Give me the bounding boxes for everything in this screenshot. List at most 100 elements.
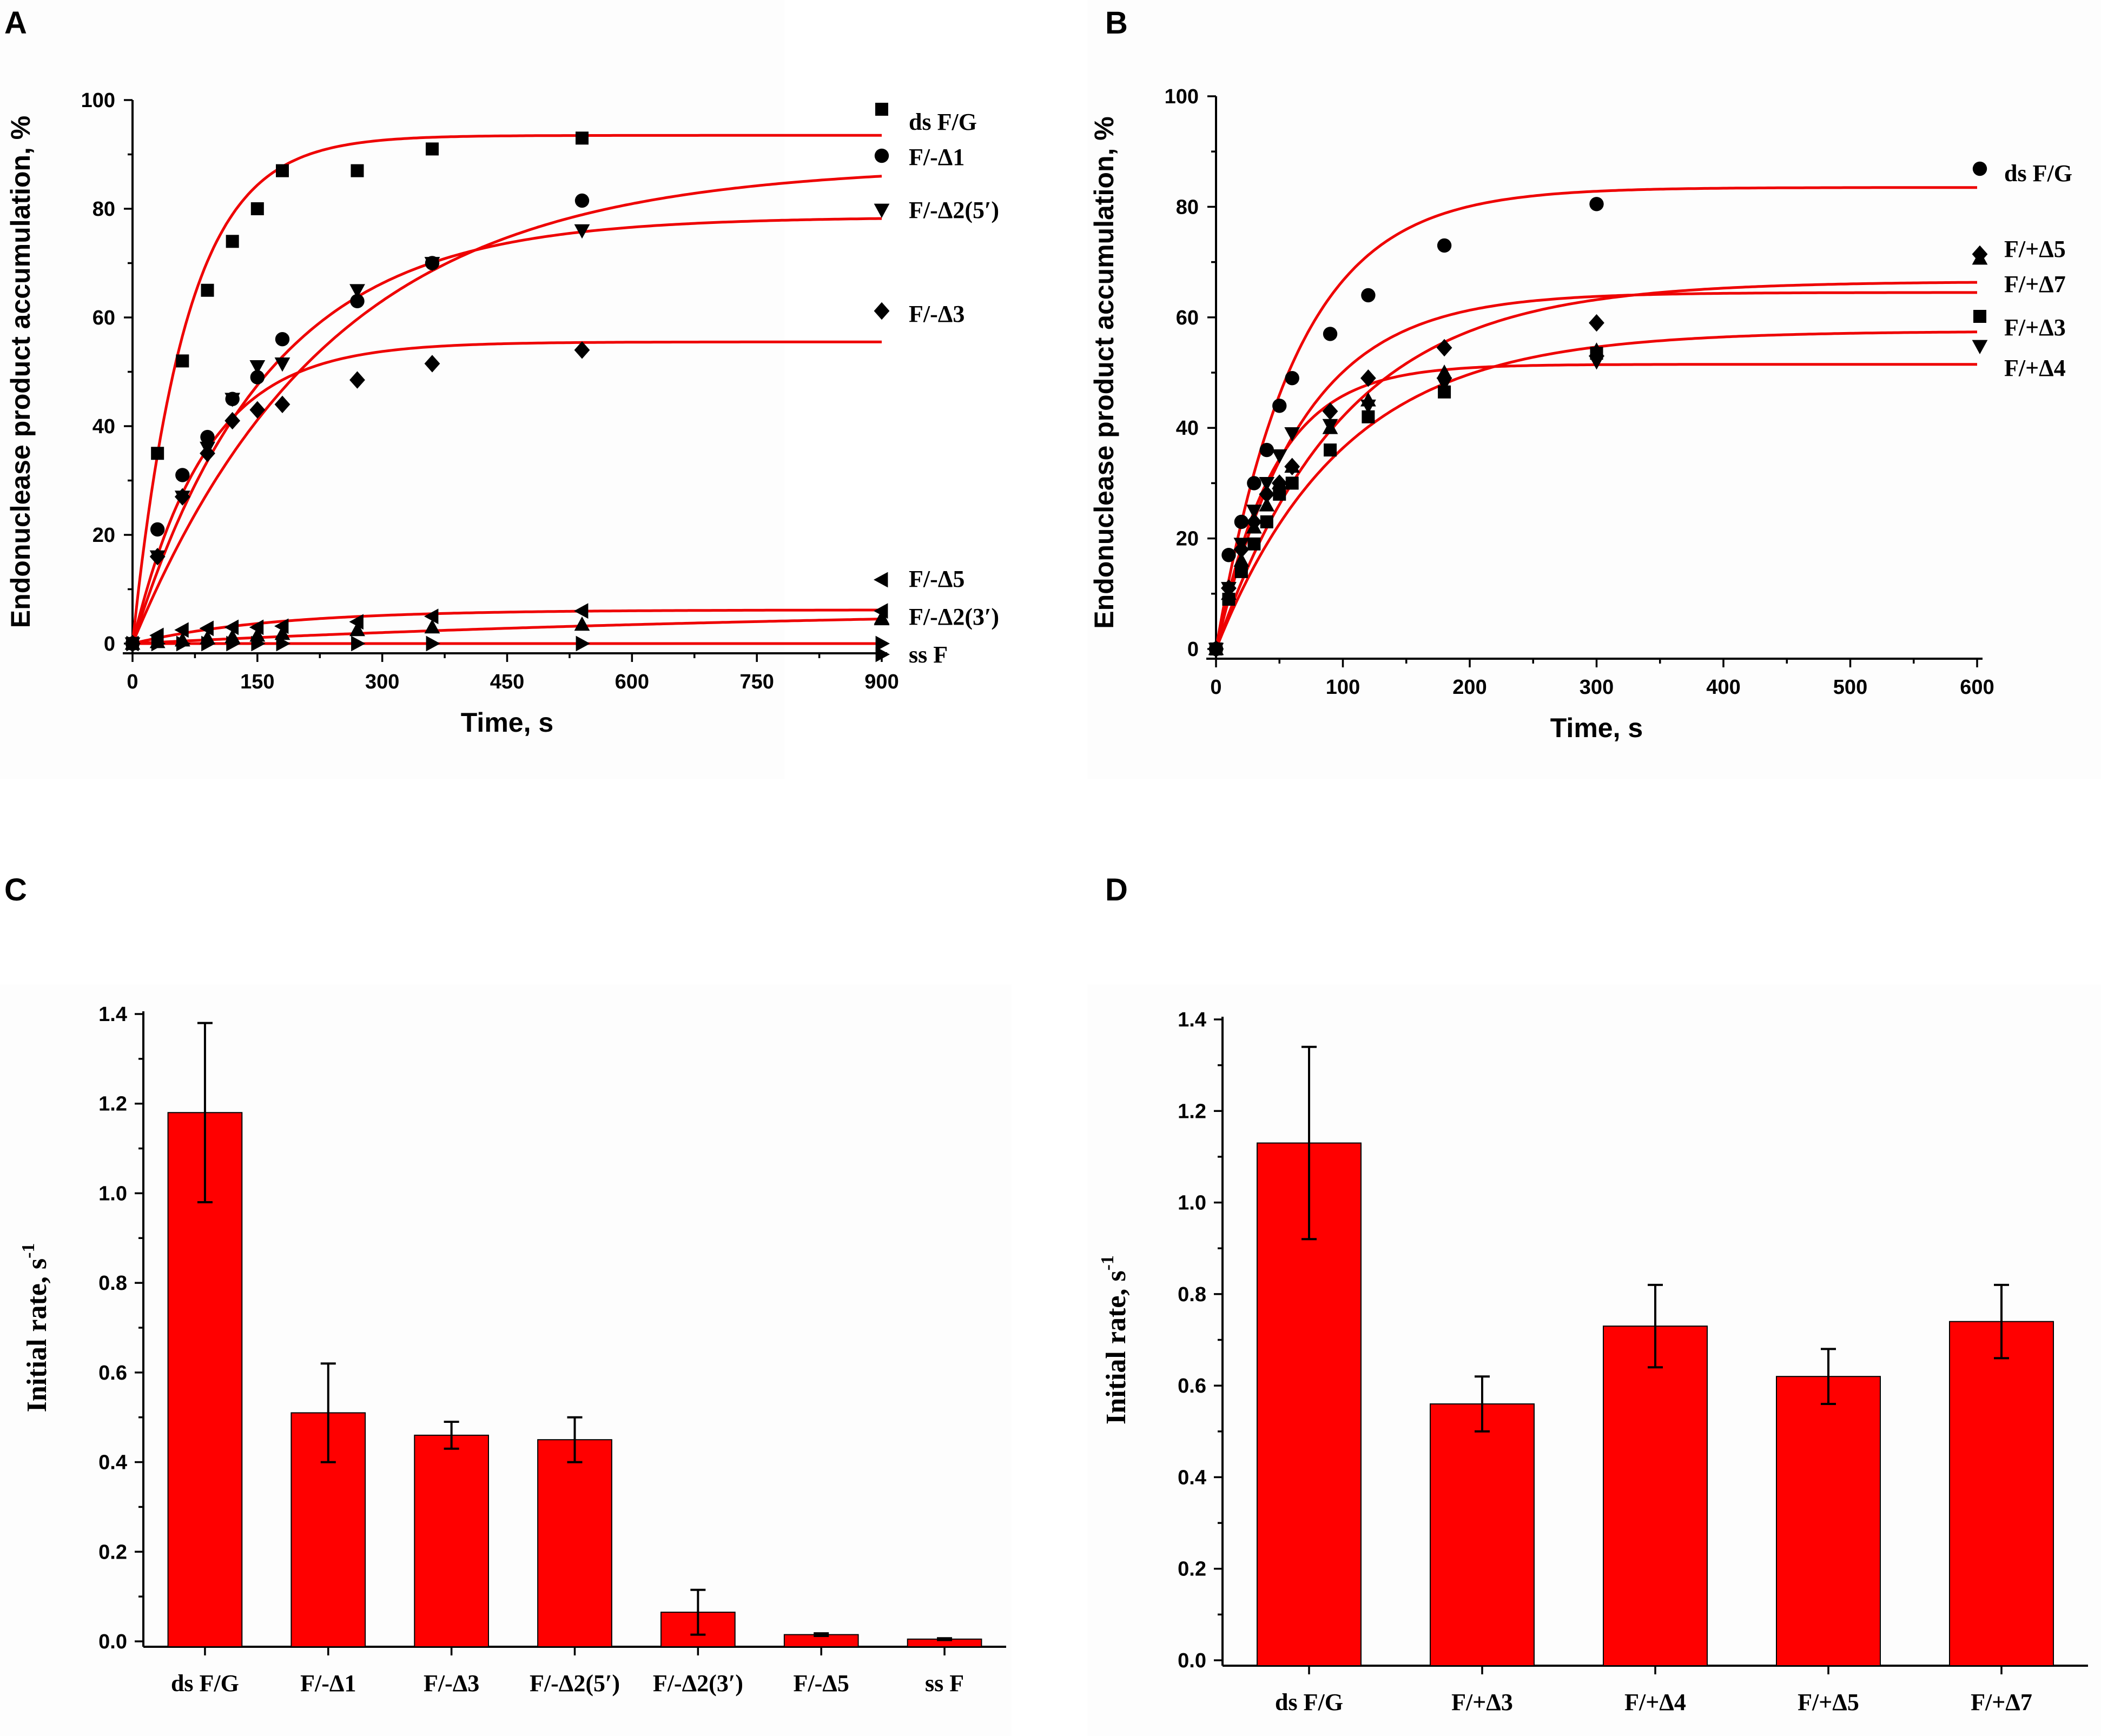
data-point: [274, 625, 290, 640]
y-tick-label: 1.2: [1178, 1100, 1206, 1123]
y-tick-label: 80: [93, 198, 115, 221]
x-tick-label: 400: [1706, 676, 1740, 699]
data-point: [1259, 485, 1275, 503]
data-point: [350, 294, 365, 309]
data-point: [224, 412, 241, 430]
data-point: [424, 619, 440, 634]
data-point: [1285, 371, 1299, 386]
bar-f-2-5: [537, 1439, 612, 1647]
data-point: [1271, 475, 1287, 489]
legend-label: F/+Δ3: [2004, 314, 2066, 341]
data-point: [150, 522, 165, 537]
data-point: [1260, 515, 1273, 528]
y-tick-label: 1.4: [1178, 1009, 1206, 1031]
y-tick-label: 0: [1187, 638, 1199, 661]
bar-f-4: [1603, 1326, 1708, 1667]
legend-label: ds F/G: [909, 109, 977, 135]
data-point: [1284, 427, 1300, 442]
y-tick-label: 0.2: [1178, 1558, 1206, 1581]
x-tick-label: 200: [1452, 676, 1486, 699]
data-point: [574, 603, 589, 619]
data-point: [174, 488, 190, 506]
legend-marker: [874, 572, 888, 588]
data-point: [574, 224, 590, 239]
data-point: [275, 332, 290, 347]
data-point: [1247, 537, 1261, 551]
panel-background: [1087, 984, 2101, 1736]
data-point: [1272, 399, 1287, 413]
data-point: [226, 635, 241, 652]
panel-label: C: [4, 872, 27, 907]
data-point: [1323, 327, 1338, 341]
legend-label: F/-Δ2(3′): [909, 604, 999, 630]
data-point: [426, 635, 440, 652]
y-axis-title-text: Initial rate, s: [1101, 1270, 1132, 1424]
fit-curve-f-1: [131, 175, 882, 644]
x-tick-label: 300: [365, 671, 399, 693]
panel-label: A: [4, 5, 27, 41]
data-point: [1234, 565, 1248, 578]
data-point: [576, 635, 590, 652]
legend-marker: [874, 610, 890, 625]
data-point: [1271, 449, 1287, 464]
y-tick-label: 0.2: [98, 1541, 127, 1563]
y-tick-label: 20: [1176, 528, 1199, 551]
category-label: F/-Δ2(5′): [530, 1670, 620, 1697]
y-tick-label: 0.6: [98, 1362, 127, 1384]
data-point: [1233, 552, 1250, 567]
category-label: F/-Δ5: [794, 1670, 849, 1697]
data-point: [1589, 314, 1604, 332]
legend-label: F/-Δ5: [909, 566, 964, 592]
x-axis-title: Time, s: [461, 707, 553, 738]
data-point: [250, 202, 264, 215]
data-point: [351, 635, 366, 652]
series-f-4: F/+Δ4: [1208, 340, 2066, 657]
y-tick-label: 100: [1165, 85, 1199, 108]
data-point: [1221, 582, 1237, 597]
data-point: [176, 354, 189, 368]
data-point: [574, 193, 590, 208]
y-tick-label: 100: [81, 89, 115, 112]
y-tick-label: 0.4: [1178, 1466, 1206, 1489]
x-tick-label: 750: [739, 671, 774, 693]
data-point: [175, 468, 190, 482]
x-tick-label: 500: [1833, 676, 1867, 699]
data-point: [1259, 477, 1275, 492]
legend-marker: [874, 148, 889, 163]
data-point: [349, 621, 365, 637]
data-point: [1247, 476, 1261, 491]
data-point: [1360, 399, 1376, 414]
x-tick-label: 0: [127, 671, 138, 693]
fit-curve-ds-f-g: [131, 134, 882, 644]
category-label: F/+Δ7: [1971, 1689, 2032, 1715]
panel-background: [0, 0, 784, 779]
panel-b: B 0 20 40 60 80 100 0 100 200 300 400 500 600 Time, s E…: [1087, 0, 2101, 779]
data-point: [276, 635, 290, 652]
data-point: [249, 619, 264, 635]
data-point: [151, 447, 164, 460]
data-point: [276, 164, 289, 177]
x-tick-label: 600: [1960, 676, 1994, 699]
x-axis-title: Time, s: [1550, 713, 1643, 743]
data-point: [249, 360, 266, 375]
fit-curve-f-5: [1214, 291, 1977, 650]
category-label: F/-Δ1: [300, 1670, 356, 1697]
x-tick-label: 150: [240, 671, 274, 693]
x-tick-label: 100: [1326, 676, 1360, 699]
y-tick-label: 40: [1176, 417, 1199, 440]
data-point: [274, 357, 290, 372]
legend-label: F/+Δ5: [2004, 236, 2066, 262]
y-tick-label: 0.8: [98, 1272, 127, 1295]
bar-f-5: [1776, 1376, 1881, 1667]
data-point: [149, 548, 166, 566]
y-tick-label: 60: [93, 307, 115, 329]
legend-marker: [874, 302, 890, 320]
data-point: [200, 429, 215, 445]
data-point: [1436, 365, 1452, 379]
y-tick-label: 1.4: [98, 1003, 127, 1026]
y-tick-label: 20: [93, 524, 115, 547]
y-axis-title: Endonuclease product accumulation, %: [5, 116, 36, 628]
data-point: [1324, 443, 1337, 457]
panel-background: [0, 984, 1012, 1736]
